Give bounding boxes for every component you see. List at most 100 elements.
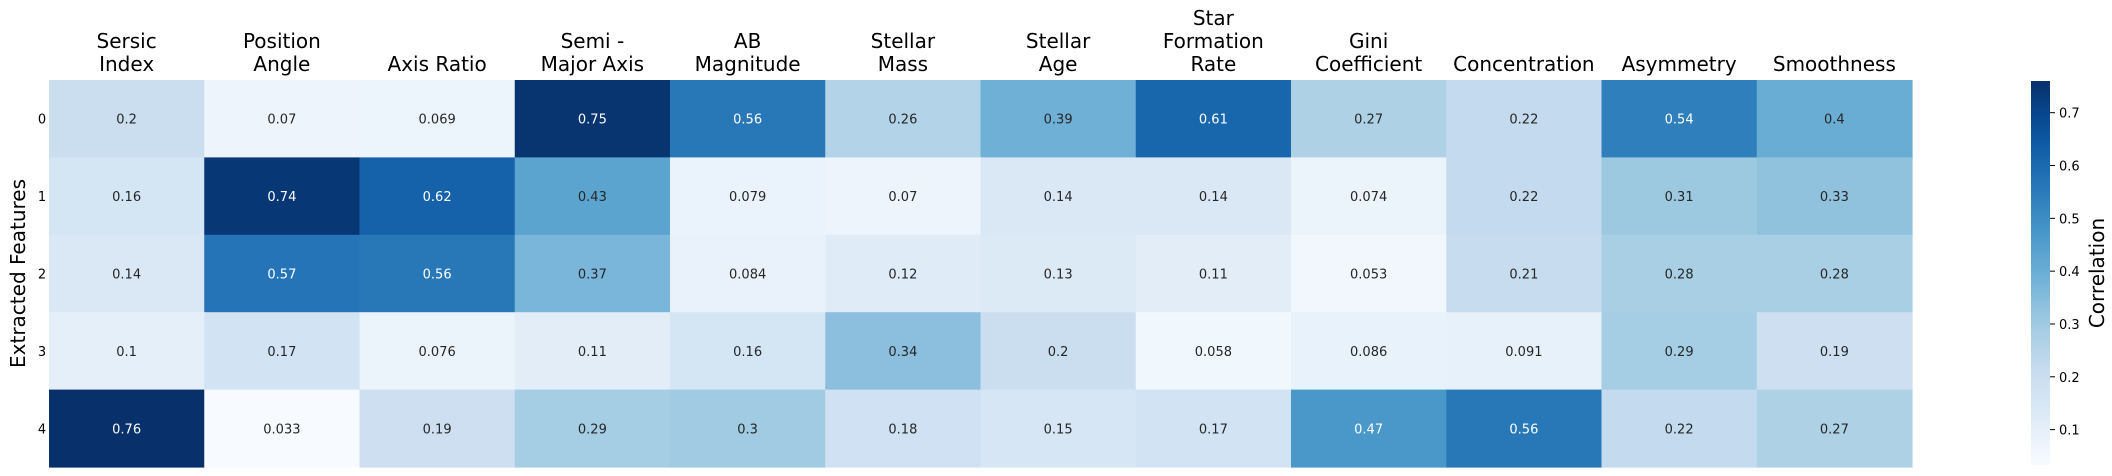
column-label: Stellar [1026, 29, 1091, 53]
heatmap-cell [1446, 157, 1603, 236]
column-label: Asymmetry [1622, 52, 1737, 76]
colorbar-tick-label: 0.1 [2059, 424, 2080, 439]
cell-value-label: 0.19 [423, 422, 452, 437]
heatmap-cell [204, 157, 361, 236]
cell-value-label: 0.37 [578, 268, 607, 283]
colorbar-gradient [2031, 81, 2050, 465]
colorbar-tick-label: 0.2 [2059, 371, 2080, 386]
heatmap-cell [825, 234, 982, 313]
heatmap-cell [980, 389, 1137, 468]
row-labels: 0 1 2 3 4 [38, 113, 46, 438]
heatmap-cell [1756, 157, 1913, 236]
cell-value-label: 0.17 [267, 345, 296, 360]
heatmap-cell [1756, 234, 1913, 313]
heatmap-cell [204, 389, 361, 468]
heatmap-cell [1291, 389, 1447, 468]
cell-value-label: 0.4 [1824, 113, 1845, 128]
heatmap-cell [1601, 312, 1758, 391]
column-label: Age [1039, 52, 1078, 76]
heatmap-cell [514, 312, 671, 391]
cell-value-label: 0.56 [733, 113, 762, 128]
heatmap-cell [359, 234, 516, 313]
cell-value-label: 0.61 [1199, 113, 1228, 128]
cell-value-label: 0.3 [737, 422, 758, 437]
cell-value-label: 0.47 [1354, 422, 1383, 437]
colorbar-tick-label: 0.4 [2059, 265, 2080, 280]
heatmap-cell [980, 157, 1137, 236]
heatmap-cell [514, 234, 671, 313]
cell-value-label: 0.43 [578, 190, 607, 205]
heatmap-cell [1135, 312, 1292, 391]
heatmap-cell [670, 157, 826, 236]
cell-value-label: 0.07 [888, 190, 917, 205]
colorbar-tick-label: 0.3 [2059, 318, 2080, 333]
cell-value-label: 0.22 [1665, 422, 1694, 437]
cell-value-label: 0.1 [116, 345, 137, 360]
column-label: Axis Ratio [388, 52, 487, 76]
cell-value-label: 0.18 [888, 422, 917, 437]
cell-value-label: 0.084 [729, 268, 766, 283]
cell-value-label: 0.76 [112, 422, 141, 437]
heatmap-cell [980, 234, 1137, 313]
heatmap-cell [1601, 389, 1758, 468]
heatmap-cell [49, 234, 205, 313]
heatmap-cell [980, 80, 1137, 158]
cell-value-label: 0.079 [729, 190, 766, 205]
row-label: 1 [38, 190, 46, 205]
heatmap-cell [1756, 389, 1913, 468]
cell-value-label: 0.07 [267, 113, 296, 128]
column-label: Smoothness [1773, 52, 1896, 76]
cell-value-label: 0.2 [116, 113, 137, 128]
column-label: AB [734, 29, 761, 53]
column-label: Gini [1349, 29, 1388, 53]
cell-value-label: 0.14 [112, 268, 141, 283]
column-label: Position [243, 29, 321, 53]
heatmap-cell [1291, 312, 1447, 391]
heatmap-cell [359, 80, 516, 158]
cell-value-label: 0.22 [1509, 113, 1538, 128]
heatmap-cell [1291, 157, 1447, 236]
heatmap-cell [1601, 157, 1758, 236]
cell-value-label: 0.39 [1044, 113, 1073, 128]
cell-value-label: 0.19 [1820, 345, 1849, 360]
cell-value-label: 0.29 [578, 422, 607, 437]
row-label: 4 [38, 422, 46, 437]
cell-value-label: 0.14 [1044, 190, 1073, 205]
heatmap-cell [1601, 80, 1758, 158]
row-label: 3 [38, 345, 46, 360]
heatmap-cell [1756, 312, 1913, 391]
cell-value-label: 0.62 [423, 190, 452, 205]
cell-value-label: 0.069 [419, 113, 456, 128]
heatmap-cell [825, 157, 982, 236]
cell-value-label: 0.058 [1195, 345, 1232, 360]
heatmap-cell [359, 157, 516, 236]
heatmap-cell [1446, 312, 1603, 391]
column-label: Star [1193, 6, 1235, 30]
heatmap-cell [49, 312, 205, 391]
column-label: Semi - [561, 29, 625, 53]
row-label: 0 [38, 113, 46, 128]
cell-value-label: 0.033 [263, 422, 300, 437]
row-label: 2 [38, 268, 46, 283]
heatmap-cell [670, 234, 826, 313]
heatmap-cell [825, 389, 982, 468]
cell-value-label: 0.076 [419, 345, 456, 360]
cell-value-label: 0.28 [1820, 268, 1849, 283]
heatmap-cells: 0.2 0.07 0.069 0.75 0.56 0.26 0.39 0.61 0.27 0.22… [49, 80, 1913, 468]
column-label: Sersic [97, 29, 157, 53]
cell-value-label: 0.27 [1820, 422, 1849, 437]
colorbar-title: Correlation [2085, 218, 2109, 328]
heatmap-cell [670, 312, 826, 391]
heatmap-cell [670, 80, 826, 158]
column-label: Magnitude [695, 52, 801, 76]
heatmap-cell [204, 312, 361, 391]
cell-value-label: 0.57 [267, 268, 296, 283]
heatmap-cell [1446, 80, 1603, 158]
heatmap-cell [204, 80, 361, 158]
cell-value-label: 0.16 [112, 190, 141, 205]
cell-value-label: 0.31 [1665, 190, 1694, 205]
column-label: Concentration [1453, 52, 1594, 76]
cell-value-label: 0.14 [1199, 190, 1228, 205]
